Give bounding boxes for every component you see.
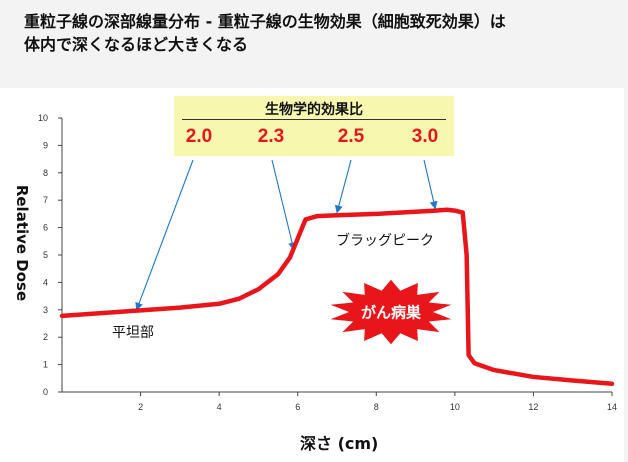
plateau-label: 平坦部 — [112, 325, 154, 341]
y-tick-label: 0 — [43, 387, 48, 397]
rbe-arrow-4 — [423, 159, 438, 210]
y-tick-label: 10 — [38, 113, 48, 123]
tumor-label: がん病巣 — [360, 303, 422, 322]
x-tick-label: 2 — [138, 402, 143, 412]
y-tick-label: 4 — [43, 277, 48, 287]
y-tick-label: 3 — [43, 305, 48, 315]
x-tick-label: 10 — [450, 402, 460, 412]
rbe-arrow-3 — [334, 159, 352, 214]
x-axis-label: 深さ (cm) — [300, 434, 379, 453]
tumor-burst-shape — [330, 279, 452, 345]
y-tick-label: 8 — [43, 168, 48, 178]
y-tick-label: 6 — [43, 223, 48, 233]
x-tick-label: 8 — [374, 402, 379, 412]
rbe-value-4: 3.0 — [411, 126, 439, 147]
x-tick-label: 6 — [295, 402, 300, 412]
page-title-line-2: 体内で深くなるほど大きくなる — [24, 35, 249, 54]
y-tick-label: 1 — [43, 360, 48, 370]
rbe-arrow-2 — [271, 159, 297, 251]
x-tick-label: 14 — [607, 402, 617, 412]
rbe-title: 生物学的効果比 — [265, 102, 363, 118]
page-title-line-1: 重粒子線の深部線量分布 - 重粒子線の生物効果（細胞致死効果）は — [24, 12, 506, 31]
y-tick-label: 5 — [43, 250, 48, 260]
page-title: 重粒子線の深部線量分布 - 重粒子線の生物効果（細胞致死効果）は 体内で深くなる… — [24, 10, 614, 56]
rbe-value-2: 2.3 — [257, 126, 285, 147]
rbe-title-rule — [182, 119, 446, 120]
x-tick-label: 4 — [217, 402, 222, 412]
dose-curve — [59, 207, 615, 387]
y-tick-label: 2 — [43, 332, 48, 342]
y-tick-label: 7 — [43, 195, 48, 205]
bragg-peak-label: ブラッグピーク — [336, 233, 434, 249]
y-axis-label: Relative Dose — [13, 184, 31, 302]
rbe-highlight-box — [174, 96, 454, 156]
rbe-arrow-1 — [135, 159, 194, 311]
rbe-value-1: 2.0 — [185, 126, 213, 147]
y-tick-label: 9 — [43, 140, 48, 150]
rbe-value-3: 2.5 — [337, 126, 365, 147]
x-tick-label: 12 — [528, 402, 538, 412]
